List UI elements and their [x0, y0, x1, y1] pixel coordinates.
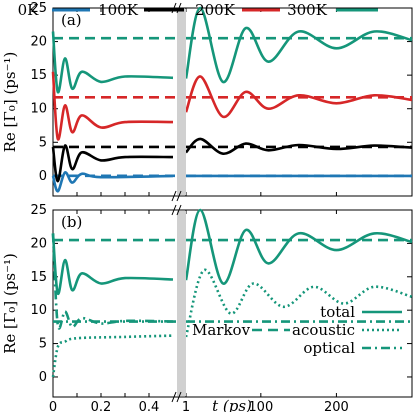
- legend-label: 100K: [98, 1, 139, 19]
- y-tick-label: 20: [30, 236, 47, 251]
- axis-break-mark: [171, 190, 177, 202]
- axis-break-mark: [171, 391, 177, 403]
- series-line-acoustic-late: [184, 268, 413, 338]
- series-line-0K-early: [51, 171, 174, 193]
- panel-label: (b): [61, 213, 82, 231]
- y-axis-label: Re [Γ₀] (ps⁻¹): [1, 253, 19, 354]
- x-tick-label: 0: [49, 400, 57, 412]
- y-tick-label: 10: [30, 102, 47, 117]
- axis-break-mark: [176, 190, 182, 202]
- x-tick-label: 200: [324, 400, 349, 412]
- series-line-100K-early: [51, 144, 174, 183]
- y-axis-label: Re [Γ₀] (ps⁻¹): [1, 52, 19, 153]
- y-tick-label: 0: [39, 370, 47, 385]
- axis-break-mark: [171, 204, 177, 216]
- legend-label: total: [320, 303, 355, 321]
- x-tick-label: 1: [182, 400, 190, 412]
- x-tick-label: 0.4: [139, 400, 160, 412]
- x-axis-label: t (ps): [212, 397, 252, 412]
- y-tick-label: 25: [30, 203, 47, 218]
- axis-break-mark: [176, 391, 182, 403]
- panel-label: (a): [61, 11, 82, 29]
- panel-frame-1: [52, 209, 413, 398]
- y-tick-label: 15: [30, 68, 47, 83]
- panel-frame-0: [52, 7, 413, 197]
- x-tick-label: 100: [248, 400, 273, 412]
- series-line-200K-late: [184, 75, 413, 119]
- axis-break-band: [177, 211, 186, 396]
- y-tick-label: 0: [39, 169, 47, 184]
- legend-title: Markov: [192, 321, 251, 339]
- series-line-300K-late: [184, 6, 413, 84]
- y-tick-label: 5: [39, 337, 47, 352]
- legend-label: 0K: [18, 1, 40, 19]
- series-line-total-late: [184, 208, 413, 285]
- series-line-200K-early: [51, 71, 174, 141]
- series-line-total-early: [51, 233, 174, 295]
- axis-break-band: [177, 9, 186, 195]
- series-line-acoustic-early: [51, 334, 174, 378]
- legend-label: acoustic: [292, 321, 355, 339]
- y-tick-label: 5: [39, 135, 47, 150]
- series-line-optical-early: [51, 233, 174, 330]
- axis-break-mark: [176, 204, 182, 216]
- y-tick-label: 15: [30, 270, 47, 285]
- legend-label: 300K: [287, 1, 328, 19]
- y-tick-label: 10: [30, 303, 47, 318]
- legend-label: optical: [303, 339, 355, 357]
- y-tick-label: 20: [30, 35, 47, 50]
- x-tick-label: 0.2: [91, 400, 112, 412]
- y-tick-label: 25: [30, 1, 47, 16]
- series-line-300K-early: [51, 31, 174, 94]
- series-line-100K-late: [185, 137, 413, 155]
- legend-label: 200K: [195, 1, 236, 19]
